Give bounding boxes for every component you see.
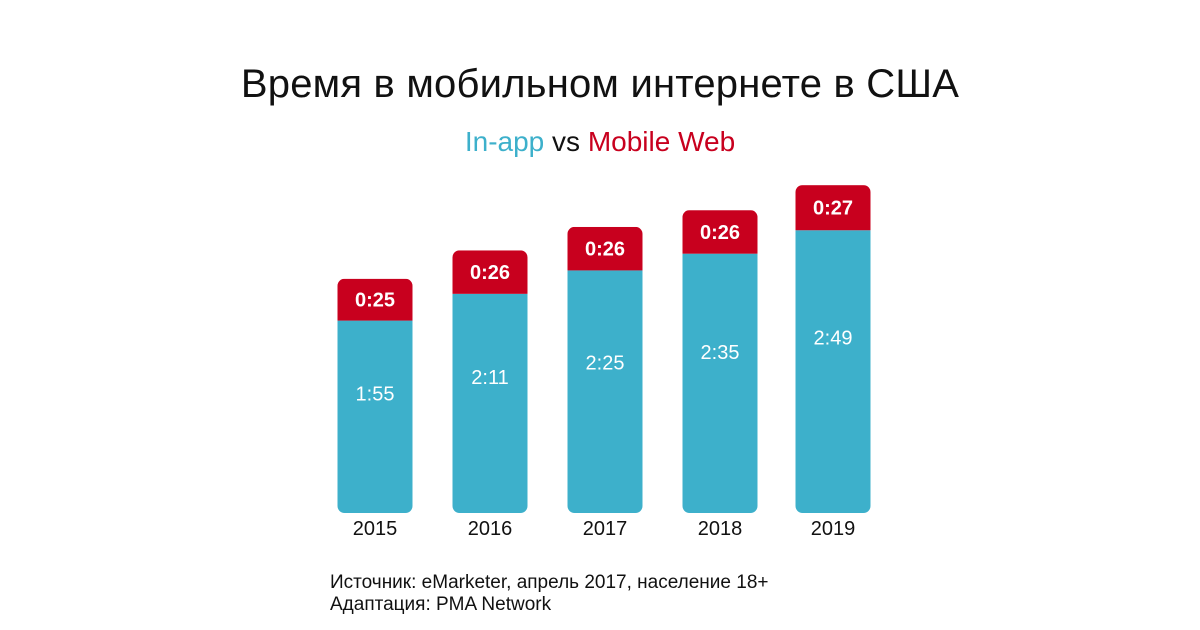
bar-mobileweb-2019 (795, 185, 871, 231)
bar-inapp-2018 (682, 253, 758, 513)
data-label-mobileweb-2019: 0:27 (813, 198, 853, 220)
data-label-mobileweb-2018: 0:26 (700, 222, 740, 244)
data-label-mobileweb-2017: 0:26 (585, 239, 625, 261)
bar-inapp-2016 (452, 293, 528, 513)
bar-mobileweb-2018 (682, 210, 758, 254)
source-note: Источник: eMarketer, апрель 2017, населе… (330, 572, 769, 593)
chart-footer: Источник: eMarketer, апрель 2017, населе… (330, 572, 768, 616)
chart-subtitle: In-app vs Mobile Web (0, 126, 1200, 158)
bar-inapp-2015 (337, 320, 413, 513)
data-label-inapp-2018: 2:35 (701, 342, 740, 364)
data-label-inapp-2017: 2:25 (586, 353, 625, 375)
data-label-mobileweb-2016: 0:26 (470, 262, 510, 284)
x-tick-label-2017: 2017 (583, 518, 628, 540)
adaptation-note: Адаптация: PMA Network (330, 594, 552, 615)
data-label-inapp-2015: 1:55 (356, 384, 395, 406)
legend-vs-label: vs (544, 126, 588, 157)
bar-mobileweb-2015 (337, 278, 413, 321)
data-label-inapp-2016: 2:11 (471, 367, 508, 389)
x-tick-label-2019: 2019 (811, 518, 856, 540)
data-label-mobileweb-2015: 0:25 (355, 290, 395, 312)
x-tick-label-2018: 2018 (698, 518, 743, 540)
chart-title: Время в мобильном интернете в США (240, 62, 960, 106)
bar-inapp-2017 (567, 270, 643, 513)
x-tick-label-2016: 2016 (468, 518, 513, 540)
x-tick-label-2015: 2015 (353, 518, 398, 540)
bar-inapp-2019 (795, 230, 871, 513)
legend-mobileweb-label: Mobile Web (587, 126, 736, 157)
data-label-inapp-2019: 2:49 (814, 328, 853, 350)
bar-mobileweb-2017 (567, 226, 643, 271)
bar-mobileweb-2016 (452, 250, 528, 294)
legend-inapp-label: In-app (464, 126, 545, 157)
